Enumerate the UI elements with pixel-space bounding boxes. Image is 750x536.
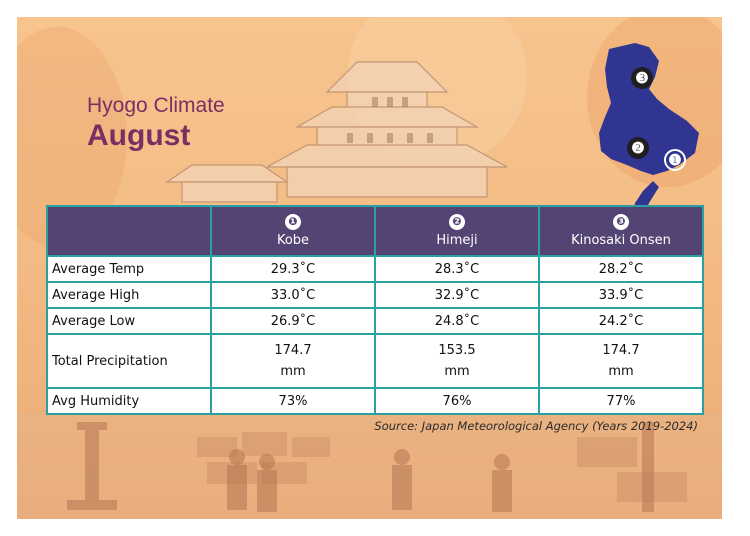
precip-unit: mm <box>444 364 470 379</box>
header-corner-cell <box>46 205 212 257</box>
table-row-average-high: Average High 33.0˚C 32.9˚C 33.9˚C <box>46 281 704 309</box>
column-name: Kinosaki Onsen <box>571 233 671 248</box>
table-cell: 26.9˚C <box>210 307 376 335</box>
climate-table: ❶ Kobe ❷ Himeji ❸ Kinosaki Onsen Average… <box>46 205 704 415</box>
column-number-badge: ❸ <box>613 214 629 230</box>
climate-card: Hyogo Climate August ❸ ❷ ❶ ❶ Kobe ❷ Hime… <box>17 17 722 519</box>
table-row-avg-humidity: Avg Humidity 73% 76% 77% <box>46 387 704 415</box>
table-cell: 29.3˚C <box>210 255 376 283</box>
table-cell: 24.2˚C <box>538 307 704 335</box>
title-block: Hyogo Climate August <box>87 94 225 154</box>
table-cell: 77% <box>538 387 704 415</box>
column-header-kinosaki-onsen: ❸ Kinosaki Onsen <box>538 205 704 257</box>
table-cell: 24.8˚C <box>374 307 540 335</box>
row-label: Average High <box>46 281 212 309</box>
map-marker-3: ❸ <box>631 67 653 89</box>
table-cell: 174.7 mm <box>538 333 704 389</box>
column-header-kobe: ❶ Kobe <box>210 205 376 257</box>
row-label: Average Low <box>46 307 212 335</box>
column-name: Kobe <box>276 233 310 248</box>
column-name: Himeji <box>436 233 478 248</box>
table-cell: 153.5 mm <box>374 333 540 389</box>
table-row-total-precipitation: Total Precipitation 174.7 mm 153.5 mm 17… <box>46 333 704 389</box>
page-title: August <box>87 119 191 152</box>
column-number-badge: ❶ <box>285 214 301 230</box>
row-label: Avg Humidity <box>46 387 212 415</box>
hyogo-map: ❸ ❷ ❶ <box>587 37 707 217</box>
subtitle: Hyogo Climate <box>87 94 225 117</box>
precip-unit: mm <box>608 364 634 379</box>
table-cell: 33.0˚C <box>210 281 376 309</box>
table-cell: 76% <box>374 387 540 415</box>
precip-value: 174.7 <box>274 343 312 358</box>
table-header-row: ❶ Kobe ❷ Himeji ❸ Kinosaki Onsen <box>46 205 704 257</box>
precip-unit: mm <box>280 364 306 379</box>
row-label: Total Precipitation <box>46 333 212 389</box>
map-marker-1: ❶ <box>664 149 686 171</box>
table-cell: 32.9˚C <box>374 281 540 309</box>
row-label: Average Temp <box>46 255 212 283</box>
table-cell: 73% <box>210 387 376 415</box>
table-cell: 28.3˚C <box>374 255 540 283</box>
precip-value: 174.7 <box>602 343 640 358</box>
hyogo-prefecture-shape <box>599 43 699 217</box>
table-cell: 33.9˚C <box>538 281 704 309</box>
map-marker-2: ❷ <box>627 137 649 159</box>
table-row-average-low: Average Low 26.9˚C 24.8˚C 24.2˚C <box>46 307 704 335</box>
source-note: Source: Japan Meteorological Agency (Yea… <box>374 419 698 433</box>
table-cell: 174.7 mm <box>210 333 376 389</box>
precip-value: 153.5 <box>438 343 476 358</box>
column-number-badge: ❷ <box>449 214 465 230</box>
table-row-average-temp: Average Temp 29.3˚C 28.3˚C 28.2˚C <box>46 255 704 283</box>
table-cell: 28.2˚C <box>538 255 704 283</box>
column-header-himeji: ❷ Himeji <box>374 205 540 257</box>
